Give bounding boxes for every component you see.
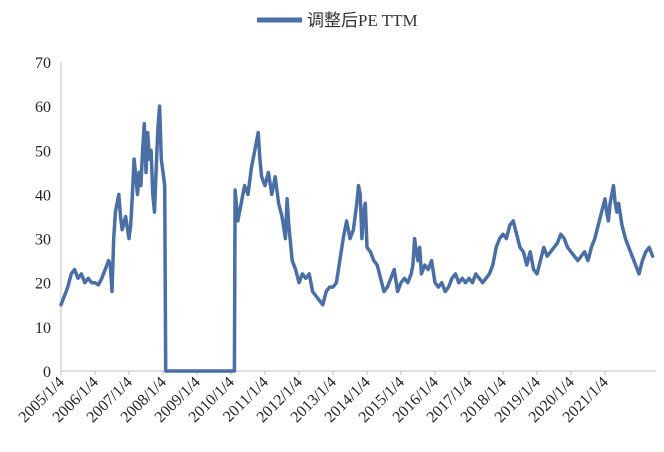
legend-label: 调整后PE TTM	[307, 11, 418, 30]
legend: 调整后PE TTM	[257, 11, 418, 30]
y-tick-label: 0	[43, 364, 51, 381]
y-tick-label: 50	[35, 143, 51, 160]
series-line-adjusted-pe-ttm	[59, 104, 655, 373]
y-tick-label: 60	[35, 99, 51, 116]
y-tick-label: 10	[35, 320, 51, 337]
x-tick-labels: 2005/1/42006/1/42007/1/42008/1/42009/1/4…	[16, 371, 612, 426]
y-tick-label: 30	[35, 232, 51, 249]
y-tick-label: 70	[35, 55, 51, 72]
y-tick-label: 20	[35, 276, 51, 293]
y-tick-label: 40	[35, 187, 51, 204]
y-tick-labels: 0 10 20 30 40 50 60 70	[35, 55, 51, 381]
